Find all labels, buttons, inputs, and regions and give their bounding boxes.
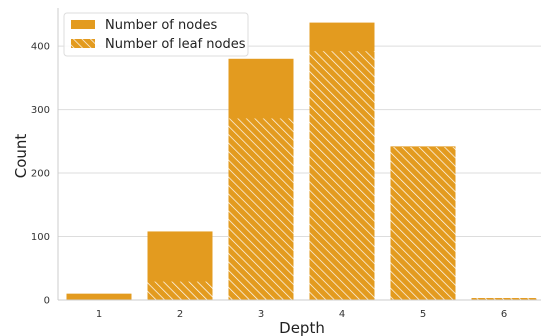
legend-swatch-nodes bbox=[71, 20, 95, 29]
y-tick-label-300: 300 bbox=[31, 105, 50, 116]
x-axis-label: Depth bbox=[279, 319, 325, 336]
x-tick-label-4: 4 bbox=[339, 309, 345, 320]
legend: Number of nodes Number of leaf nodes bbox=[63, 12, 249, 57]
bar-leaf-nodes-depth-5 bbox=[390, 147, 456, 300]
y-tick-label-400: 400 bbox=[31, 42, 50, 53]
x-tick-label-6: 6 bbox=[501, 309, 507, 320]
x-tick-label-1: 1 bbox=[96, 309, 102, 320]
bar-leaf-nodes-depth-4 bbox=[309, 51, 375, 300]
plot-background bbox=[58, 8, 541, 300]
y-axis-label: Count bbox=[12, 134, 30, 179]
legend-swatch-leaf-nodes bbox=[71, 39, 95, 48]
x-tick-label-2: 2 bbox=[177, 309, 183, 320]
y-tick-label-100: 100 bbox=[31, 232, 50, 243]
y-tick-label-0: 0 bbox=[44, 296, 50, 307]
bars bbox=[66, 22, 537, 300]
legend-box bbox=[63, 12, 249, 57]
y-tick-labels: 0 100 200 300 400 bbox=[31, 42, 50, 307]
bar-leaf-nodes-depth-2 bbox=[147, 281, 213, 300]
x-tick-label-5: 5 bbox=[420, 309, 426, 320]
x-tick-label-3: 3 bbox=[258, 309, 264, 320]
legend-label-leaf-nodes: Number of leaf nodes bbox=[105, 37, 246, 52]
x-tick-labels: 1 2 3 4 5 6 bbox=[96, 309, 507, 320]
legend-label-nodes: Number of nodes bbox=[105, 18, 217, 33]
y-tick-label-200: 200 bbox=[31, 169, 50, 180]
bar-leaf-nodes-depth-6 bbox=[471, 298, 537, 300]
bar-nodes-depth-1 bbox=[66, 293, 132, 300]
bar-leaf-nodes-depth-3 bbox=[228, 118, 294, 300]
